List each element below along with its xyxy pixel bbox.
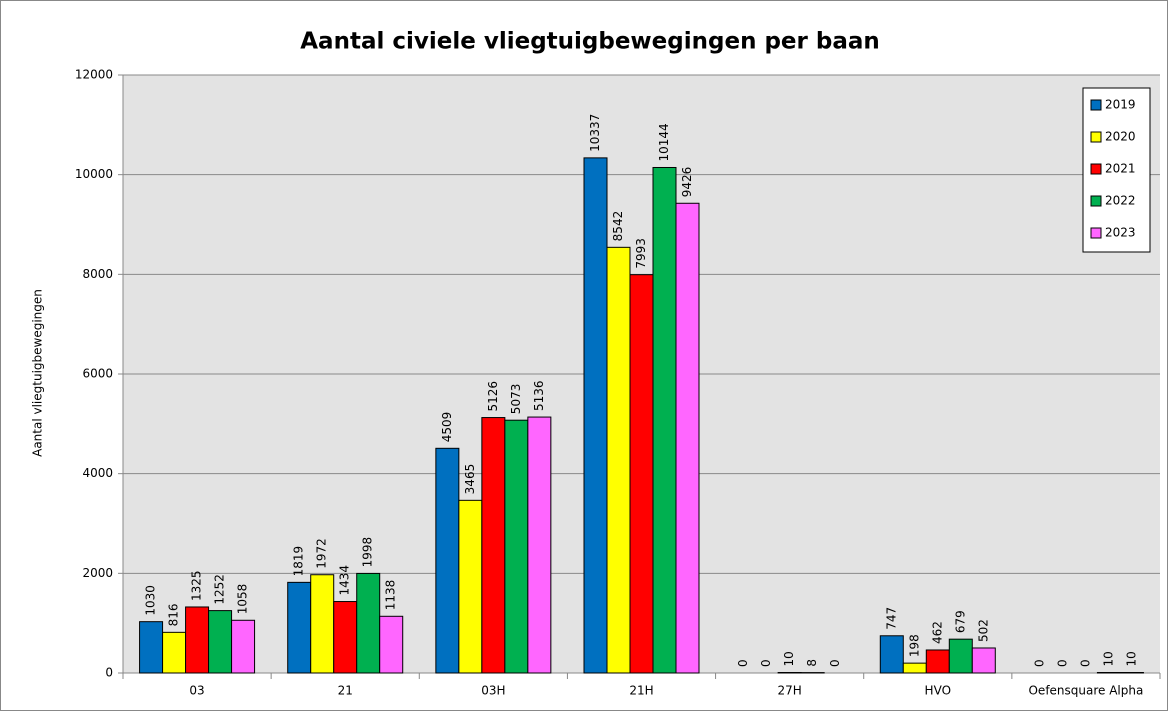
bar	[231, 619, 256, 674]
x-tick-label: 21H	[629, 684, 653, 698]
data-label: 5126	[486, 381, 500, 412]
data-label: 198	[907, 634, 921, 657]
bar	[435, 447, 460, 674]
data-label: 1030	[144, 585, 158, 616]
legend-swatch	[1090, 99, 1102, 111]
data-label: 0	[759, 659, 773, 667]
data-label: 7993	[634, 238, 648, 269]
data-label: 0	[1055, 659, 1069, 667]
bar	[925, 649, 950, 674]
data-label: 10	[1101, 651, 1115, 666]
data-label: 5136	[532, 381, 546, 412]
y-tick-label: 10000	[75, 167, 113, 181]
data-label: 1138	[384, 580, 398, 611]
data-label: 462	[930, 621, 944, 644]
x-tick-label: Oefensquare Alpha	[1028, 684, 1143, 698]
bar	[652, 166, 677, 674]
legend-swatch	[1090, 195, 1102, 207]
bar	[629, 274, 654, 674]
bar	[185, 606, 210, 674]
bar	[481, 417, 506, 674]
legend-label: 2023	[1105, 226, 1136, 240]
bar	[162, 631, 187, 674]
data-label: 679	[953, 610, 967, 633]
data-label: 8542	[611, 211, 625, 242]
bar	[879, 635, 904, 674]
data-label: 1819	[292, 546, 306, 577]
data-label: 1252	[213, 574, 227, 605]
bar	[139, 621, 164, 674]
y-tick-label: 12000	[75, 68, 113, 82]
data-label: 502	[976, 619, 990, 642]
bar	[902, 662, 927, 674]
legend-swatch	[1090, 131, 1102, 143]
data-label: 9426	[680, 167, 694, 198]
data-label: 0	[828, 659, 842, 667]
data-label: 1998	[361, 537, 375, 568]
legend-label: 2019	[1105, 98, 1136, 112]
legend-swatch	[1090, 227, 1102, 239]
data-label: 10144	[657, 123, 671, 161]
data-label: 5073	[509, 384, 523, 415]
legend-label: 2021	[1105, 162, 1136, 176]
chart-title: Aantal civiele vliegtuigbewegingen per b…	[300, 29, 880, 55]
legend-swatch	[1090, 163, 1102, 175]
bar	[458, 499, 483, 674]
data-label: 10337	[588, 114, 602, 152]
y-axis-label: Aantal vliegtuigbewegingen	[31, 289, 45, 457]
y-tick-label: 0	[105, 666, 113, 680]
bar	[504, 419, 529, 674]
bar	[583, 157, 608, 674]
data-label: 0	[736, 659, 750, 667]
x-tick-label: HVO	[925, 684, 951, 698]
bar	[948, 638, 973, 674]
data-label: 816	[167, 603, 181, 626]
bar	[527, 416, 552, 674]
bar	[606, 246, 631, 674]
data-label: 1434	[338, 565, 352, 596]
bar	[287, 581, 312, 674]
bar	[333, 601, 358, 674]
data-label: 1972	[315, 538, 329, 569]
legend-label: 2020	[1105, 130, 1136, 144]
y-tick-label: 8000	[82, 267, 113, 281]
y-tick-label: 2000	[82, 566, 113, 580]
bar	[379, 615, 404, 674]
data-label: 0	[1032, 659, 1046, 667]
data-label: 4509	[440, 412, 454, 443]
x-tick-label: 21	[338, 684, 353, 698]
data-label: 1058	[236, 584, 250, 615]
x-tick-label: 03	[189, 684, 204, 698]
bar	[208, 610, 233, 674]
data-label: 3465	[463, 464, 477, 495]
bar	[971, 647, 996, 674]
y-tick-label: 6000	[82, 367, 113, 381]
data-label: 8	[805, 659, 819, 667]
data-label: 10	[1124, 651, 1138, 666]
data-label: 747	[884, 607, 898, 630]
y-tick-label: 4000	[82, 466, 113, 480]
bar	[310, 574, 335, 674]
data-label: 10	[782, 651, 796, 666]
x-tick-label: 03H	[481, 684, 505, 698]
bar	[356, 572, 381, 674]
data-label: 1325	[190, 570, 204, 601]
x-tick-label: 27H	[777, 684, 801, 698]
legend-label: 2022	[1105, 194, 1136, 208]
bar	[675, 202, 700, 674]
data-label: 0	[1078, 659, 1092, 667]
